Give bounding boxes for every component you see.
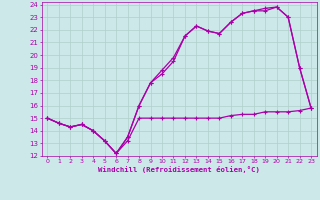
X-axis label: Windchill (Refroidissement éolien,°C): Windchill (Refroidissement éolien,°C)	[98, 166, 260, 173]
